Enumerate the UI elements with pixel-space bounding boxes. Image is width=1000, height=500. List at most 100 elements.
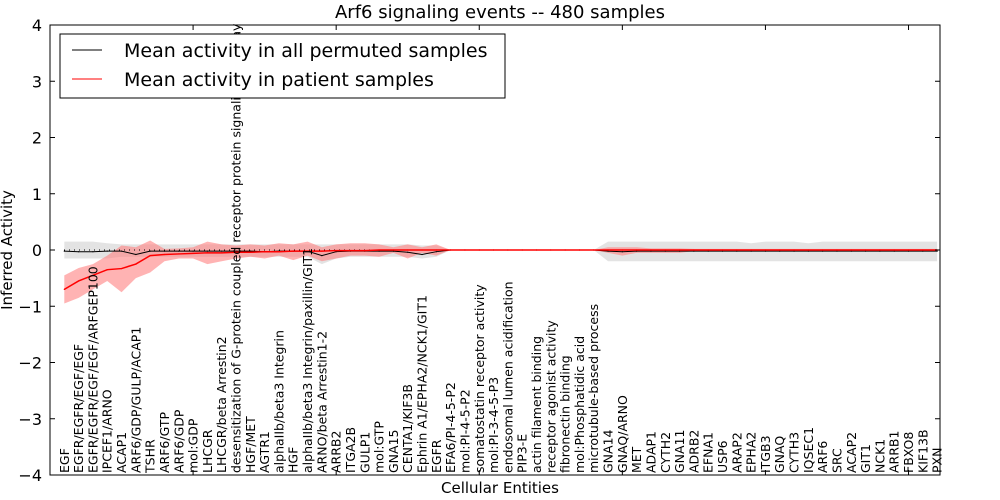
- data-point: [221, 252, 223, 254]
- data-point: [120, 250, 123, 252]
- x-tick-label: mol:GTP: [372, 421, 387, 473]
- x-tick-label: ITGB3: [758, 435, 773, 473]
- x-tick-label: ADAP1: [643, 431, 658, 473]
- y-tick-label: 0: [32, 241, 42, 260]
- data-point: [106, 269, 108, 271]
- data-point: [421, 253, 423, 256]
- x-tick-label: alphaIIb/beta3 Integrin: [271, 330, 286, 473]
- legend: Mean activity in all permuted samples Me…: [59, 33, 506, 99]
- y-tick-label: −3: [18, 410, 42, 429]
- data-point: [836, 249, 838, 251]
- data-point: [349, 249, 352, 252]
- data-point: [550, 249, 552, 251]
- x-tick-label: PIP3-E: [515, 434, 530, 473]
- x-tick-label: ARRB1: [887, 431, 902, 473]
- data-point: [607, 250, 609, 252]
- data-point: [822, 250, 824, 252]
- data-point: [435, 249, 437, 251]
- x-tick-label: ACAP1: [114, 432, 129, 473]
- data-point: [92, 274, 94, 276]
- x-tick-label: FBXO8: [901, 432, 916, 473]
- x-tick-label: ITGA2B: [343, 427, 358, 473]
- data-point: [192, 250, 194, 252]
- data-point: [664, 250, 666, 252]
- data-point: [306, 250, 309, 252]
- data-point: [206, 252, 208, 254]
- data-point: [135, 253, 137, 256]
- x-tick-label: EGFR: [429, 439, 444, 473]
- y-tick-label: 2: [32, 129, 42, 148]
- data-point: [822, 249, 824, 251]
- legend-box: [59, 33, 506, 99]
- x-tick-label: EGFR/EGFR/EGF/EGF/ARFGEP100: [85, 266, 100, 473]
- data-point: [335, 249, 337, 252]
- x-tick-label: GNA11: [672, 430, 687, 474]
- data-point: [149, 255, 151, 257]
- x-tick-label: PXN: [930, 448, 945, 473]
- data-point: [478, 249, 480, 251]
- data-point: [764, 249, 767, 251]
- y-axis-label: Inferred Activity: [0, 190, 16, 310]
- x-tick-label: HGF/MET: [243, 416, 258, 473]
- data-point: [907, 250, 910, 252]
- x-tick-label: MET: [629, 446, 644, 473]
- x-tick-label: EPHA2: [744, 432, 759, 473]
- data-point: [650, 249, 652, 251]
- data-point: [78, 251, 80, 253]
- x-tick-label: mol:Phosphatidic acid: [572, 336, 587, 473]
- data-point: [864, 250, 867, 252]
- x-tick-label: USP6: [715, 440, 730, 473]
- x-tick-label: ACAP2: [844, 432, 859, 473]
- data-point: [836, 250, 838, 252]
- chart-title: Arf6 signaling events -- 480 samples: [335, 2, 665, 23]
- x-tick-label: ARRB2: [329, 431, 344, 473]
- data-point: [578, 249, 581, 251]
- data-point: [407, 249, 409, 251]
- x-axis-label: Cellular Entities: [441, 479, 559, 497]
- x-tick-label: somatostatin receptor activity: [472, 284, 487, 473]
- data-point: [850, 249, 852, 251]
- data-point: [707, 249, 709, 251]
- data-point: [63, 288, 65, 290]
- data-point: [607, 249, 609, 251]
- data-point: [292, 250, 294, 252]
- data-point: [192, 252, 194, 254]
- x-tick-label: IPCEF1/ARNO: [100, 389, 115, 473]
- x-tick-label: EGF: [57, 448, 72, 473]
- data-point: [392, 250, 395, 252]
- data-point: [149, 250, 151, 252]
- data-point: [335, 251, 337, 253]
- data-point: [407, 251, 409, 253]
- data-point: [793, 249, 795, 251]
- data-point: [850, 250, 852, 252]
- data-point: [922, 250, 924, 252]
- band-patient: [64, 240, 938, 304]
- data-point: [564, 249, 566, 251]
- x-tick-label: ARF6/GDP/GULP/ACAP1: [128, 327, 143, 473]
- data-point: [664, 249, 666, 251]
- x-tick-label: GULP1: [357, 432, 372, 473]
- x-tick-label: EFNA1: [701, 432, 716, 473]
- data-point: [922, 249, 924, 251]
- x-tick-label: mol:PI-4-5-P2: [457, 389, 472, 473]
- y-tick-label: −4: [18, 466, 42, 485]
- x-tick-label: mol:PI-3-4-5-P3: [486, 377, 501, 473]
- x-tick-label: alphaIIb/beta3 Integrin/paxillin/GIT1: [300, 248, 315, 473]
- data-point: [693, 249, 695, 251]
- x-tick-label: TSHR: [143, 439, 158, 474]
- data-point: [893, 250, 895, 252]
- x-tick-label: desensitization of G-protein coupled rec…: [229, 23, 244, 473]
- y-tick-label: 4: [32, 16, 42, 35]
- data-point: [378, 250, 380, 252]
- data-point: [178, 250, 180, 252]
- x-tick-label: ARNO/beta Arrestin1-2: [314, 331, 329, 473]
- data-point: [321, 250, 323, 252]
- data-point: [750, 250, 752, 252]
- data-point: [521, 249, 523, 251]
- data-point: [793, 250, 795, 252]
- data-point: [106, 250, 108, 252]
- data-point: [163, 253, 166, 256]
- x-tick-label: CYTH3: [787, 432, 802, 473]
- data-point: [807, 249, 809, 251]
- x-tick-label: GNA14: [601, 429, 616, 473]
